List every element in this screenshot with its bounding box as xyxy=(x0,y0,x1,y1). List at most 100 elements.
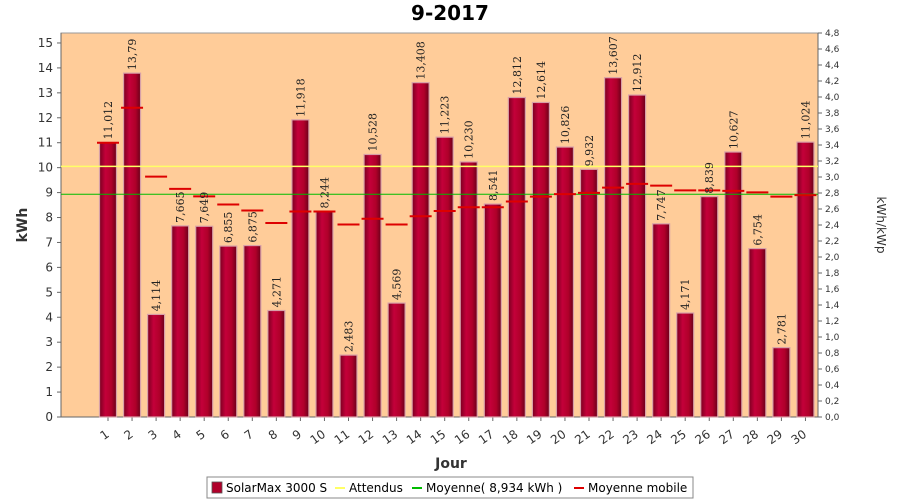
x-tick-label: 10 xyxy=(308,427,329,447)
legend-label-solarmax: SolarMax 3000 S xyxy=(226,481,327,495)
bar xyxy=(483,203,502,418)
legend: SolarMax 3000 S Attendus Moyenne( 8,934 … xyxy=(206,476,694,499)
data-label: 12,614 xyxy=(535,61,548,100)
bar xyxy=(796,141,815,418)
y-tick-label: 7 xyxy=(45,235,53,249)
x-tick-label: 11 xyxy=(332,427,353,447)
y-tick-label: 2 xyxy=(45,360,53,374)
y2-tick-label: 2,6 xyxy=(825,205,840,215)
y2-tick-label: 4,2 xyxy=(825,77,839,87)
y2-tick-label: 1,6 xyxy=(825,285,840,295)
bar xyxy=(676,312,695,418)
x-tick-label: 5 xyxy=(194,427,208,443)
data-label: 10,230 xyxy=(463,120,476,159)
data-label: 8,839 xyxy=(703,162,716,194)
bar xyxy=(315,210,334,418)
x-tick-label: 27 xyxy=(716,427,737,447)
data-label: 10,627 xyxy=(727,111,740,150)
legend-label-moyenne-mobile: Moyenne mobile xyxy=(588,481,687,495)
y2-tick-label: 1,2 xyxy=(825,317,839,327)
bar xyxy=(122,72,142,418)
y2-tick-label: 2,8 xyxy=(825,189,840,199)
legend-item-moyenne-mobile: Moyenne mobile xyxy=(574,481,687,495)
data-label: 11,012 xyxy=(102,101,115,140)
y2-tick-label: 1,4 xyxy=(825,301,840,311)
bar xyxy=(603,77,623,418)
y-axis-title: kWh xyxy=(15,208,31,243)
y2-tick-label: 4,4 xyxy=(825,61,840,71)
data-label: 7,747 xyxy=(655,189,668,221)
y2-tick-label: 3,0 xyxy=(825,173,840,183)
data-label: 12,912 xyxy=(631,54,644,93)
data-label: 11,024 xyxy=(799,101,812,140)
data-label: 8,541 xyxy=(487,170,500,202)
y2-tick-label: 3,4 xyxy=(825,141,840,151)
data-label: 9,932 xyxy=(583,135,596,167)
y-tick-label: 6 xyxy=(45,260,53,274)
bar xyxy=(579,168,599,418)
x-tick-label: 16 xyxy=(452,427,473,447)
y2-tick-label: 4,8 xyxy=(825,29,840,39)
x-tick-label: 17 xyxy=(476,427,497,447)
x-tick-label: 9 xyxy=(290,427,304,443)
x-tick-label: 19 xyxy=(524,427,545,447)
bar xyxy=(147,313,166,418)
y-tick-label: 1 xyxy=(45,385,53,399)
chart-title: 9-2017 xyxy=(411,1,489,25)
data-label: 7,649 xyxy=(198,192,211,224)
bar xyxy=(772,347,791,418)
data-label: 12,812 xyxy=(511,56,524,95)
data-label: 11,223 xyxy=(439,96,452,135)
y-tick-label: 11 xyxy=(38,136,53,150)
data-label: 7,665 xyxy=(174,191,187,223)
y2-axis-title: kWh/kWp xyxy=(874,197,888,254)
legend-swatch-solarmax xyxy=(211,481,223,494)
data-label: 11,918 xyxy=(294,78,307,117)
y-tick-label: 12 xyxy=(38,111,53,125)
data-labels: 11,012 13,79 4,114 7,665 7,649 6,855 6,875 4,27… xyxy=(102,36,812,352)
bar xyxy=(435,136,454,418)
bar xyxy=(339,354,358,418)
moving-average-series xyxy=(97,106,817,226)
x-axis-title: Jour xyxy=(434,456,467,472)
x-tick-label: 25 xyxy=(668,427,689,447)
y-tick-label: 9 xyxy=(45,186,53,200)
data-label: 2,483 xyxy=(343,321,356,353)
bar xyxy=(627,94,647,418)
x-tick-label: 13 xyxy=(380,427,401,447)
y2-tick-label: 0,4 xyxy=(825,381,840,391)
x-tick-label: 22 xyxy=(596,427,617,447)
x-tick-label: 3 xyxy=(146,427,160,443)
bar xyxy=(652,223,671,418)
bar xyxy=(411,82,430,418)
y-tick-label: 15 xyxy=(38,36,53,50)
y2-tick-label: 0,6 xyxy=(825,365,840,375)
data-label: 6,855 xyxy=(222,212,235,244)
bar xyxy=(98,141,118,418)
bar xyxy=(195,225,214,418)
y2-tick-label: 3,6 xyxy=(825,125,840,135)
x-tick-label: 2 xyxy=(121,427,135,443)
bar xyxy=(387,302,406,418)
y-tick-label: 4 xyxy=(45,310,53,324)
y-axis-right: 0,0 0,2 0,4 0,6 0,8 1,0 1,2 1,4 1,6 1,8 2,0 2,2 2,4 2… xyxy=(817,29,840,423)
y-tick-label: 5 xyxy=(45,285,53,299)
y-tick-label: 8 xyxy=(45,211,53,225)
bar xyxy=(267,309,286,418)
x-tick-label: 21 xyxy=(572,427,593,447)
bar xyxy=(243,244,262,418)
data-label: 4,114 xyxy=(150,280,163,312)
x-tick-label: 26 xyxy=(692,427,713,447)
data-label: 13,408 xyxy=(415,41,428,80)
reference-lines xyxy=(61,165,818,195)
bar xyxy=(219,245,238,418)
bar xyxy=(531,101,551,418)
bar xyxy=(748,247,767,418)
data-label: 2,781 xyxy=(775,313,788,345)
legend-label-moyenne: Moyenne( 8,934 kWh ) xyxy=(426,481,562,495)
legend-item-attendus: Attendus xyxy=(335,481,403,495)
y2-tick-label: 2,4 xyxy=(825,221,840,231)
y2-tick-label: 1,0 xyxy=(825,333,840,343)
